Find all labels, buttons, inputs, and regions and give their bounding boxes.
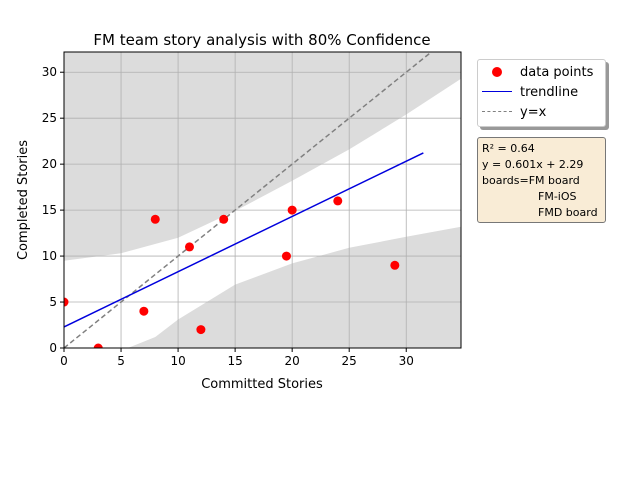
stats-annotation-box: R² = 0.64 y = 0.601x + 2.29 boards=FM bo… bbox=[477, 137, 606, 223]
legend-solid-line-icon bbox=[482, 86, 512, 98]
y-tick-label: 5 bbox=[49, 295, 57, 309]
boards-label-text: boards=FM board bbox=[482, 174, 580, 187]
x-tick-label: 20 bbox=[285, 354, 300, 368]
board-name-text: FM-iOS bbox=[538, 190, 577, 203]
identity-line bbox=[64, 52, 432, 348]
y-tick-label: 20 bbox=[42, 157, 57, 171]
chart-title: FM team story analysis with 80% Confiden… bbox=[93, 31, 430, 49]
x-axis-label: Committed Stories bbox=[201, 377, 323, 392]
legend-entry-data-points: data points bbox=[482, 62, 593, 82]
x-tick-label: 0 bbox=[60, 354, 68, 368]
legend-entry-identity: y=x bbox=[482, 102, 546, 122]
trend-equation-text: y = 0.601x + 2.29 bbox=[482, 158, 584, 171]
y-tick-label: 10 bbox=[42, 249, 57, 263]
data-point bbox=[150, 214, 160, 224]
legend-label: data points bbox=[520, 64, 594, 80]
y-tick-label: 0 bbox=[49, 341, 57, 355]
r-squared-text: R² = 0.64 bbox=[482, 142, 535, 155]
legend-label: trendline bbox=[520, 84, 579, 100]
data-point bbox=[219, 214, 229, 224]
y-axis-label: Completed Stories bbox=[16, 140, 31, 260]
trendline bbox=[63, 152, 424, 328]
x-tick-label: 5 bbox=[117, 354, 125, 368]
plot-frame bbox=[63, 51, 462, 349]
legend-label: y=x bbox=[520, 104, 547, 120]
x-tick-label: 10 bbox=[170, 354, 185, 368]
data-point bbox=[93, 343, 103, 348]
data-point bbox=[139, 306, 149, 316]
x-tick-label: 30 bbox=[399, 354, 414, 368]
y-tick-label: 30 bbox=[42, 65, 57, 79]
y-tick-label: 25 bbox=[42, 111, 57, 125]
data-point bbox=[196, 325, 206, 335]
data-point bbox=[390, 260, 400, 270]
legend-marker-dot-icon bbox=[482, 66, 512, 78]
data-point bbox=[184, 242, 194, 252]
legend-dashed-line-icon bbox=[482, 106, 512, 118]
data-point bbox=[281, 251, 291, 261]
x-tick-label: 15 bbox=[227, 354, 242, 368]
data-point bbox=[333, 196, 343, 206]
y-tick-label: 15 bbox=[42, 203, 57, 217]
board-name-text: FMD board bbox=[538, 206, 598, 219]
data-point bbox=[287, 205, 297, 215]
x-tick-label: 25 bbox=[342, 354, 357, 368]
confidence-interval-region bbox=[64, 78, 461, 348]
data-point bbox=[64, 297, 69, 307]
chart-legend: data points trendline y=x bbox=[477, 59, 606, 127]
legend-entry-trendline: trendline bbox=[482, 82, 578, 102]
